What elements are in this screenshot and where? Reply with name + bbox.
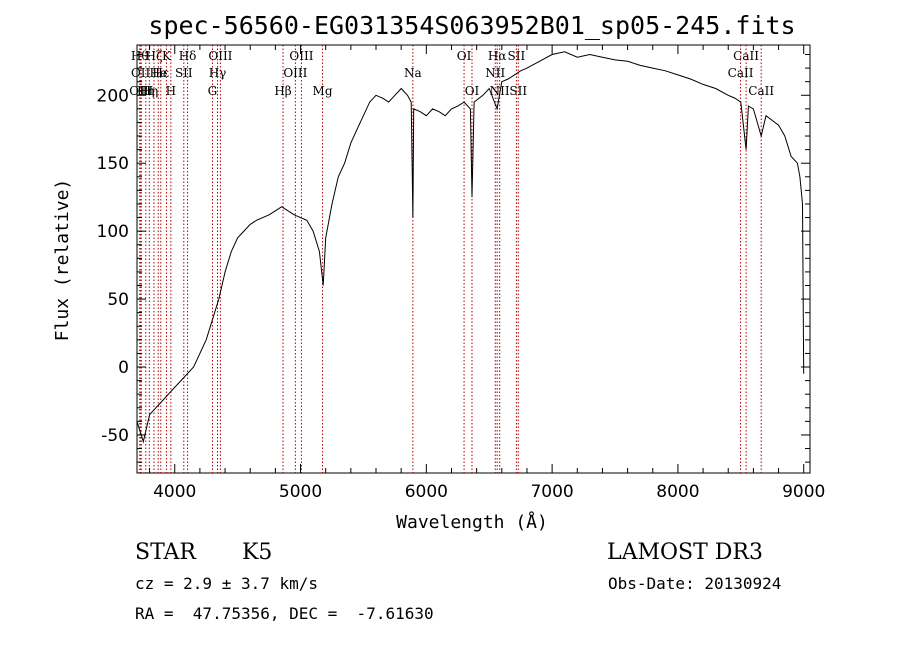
spectral-line-label: Na [404, 66, 422, 80]
y-tick-label: 0 [118, 358, 129, 378]
spectral-line-label: OIII [289, 49, 313, 63]
spectral-line-label: OI [465, 84, 480, 98]
x-axis-ticks: 4000 5000 6000 7000 8000 9000 [149, 45, 825, 502]
sky-coordinates: RA = 47.75356, DEC = -7.61630 [135, 604, 434, 623]
x-tick-label: 8000 [656, 482, 699, 502]
spectral-line-label: Hε [152, 66, 169, 80]
y-tick-label: 150 [97, 154, 129, 174]
spectral-line-label: SII [509, 84, 527, 98]
spectral-line-label: Hθ [131, 49, 149, 63]
spectral-line-label: Hζ [145, 49, 162, 63]
spectral-line-label: K [162, 49, 172, 63]
spectral-line-label: OIII [208, 49, 232, 63]
spectral-line-label: OII [131, 66, 151, 80]
object-subclass: K5 [242, 540, 273, 565]
spectral-line-label: CaII [733, 49, 759, 63]
y-tick-label: 200 [97, 86, 129, 106]
spectral-line-label: OIII [283, 66, 307, 80]
survey-name: LAMOST DR3 [607, 540, 763, 565]
redshift-cz: cz = 2.9 ± 3.7 km/s [135, 574, 319, 593]
y-tick-label: 100 [97, 222, 129, 242]
spectral-line-label: Hη [137, 84, 155, 98]
spectral-line-label: Hα [488, 49, 507, 63]
spectral-line-label: Hδ [179, 49, 197, 63]
y-axis-label: Flux (relative) [52, 179, 73, 342]
spectral-line-label: SII [175, 66, 193, 80]
y-tick-label: -50 [101, 426, 129, 446]
observation-date: Obs-Date: 20130924 [608, 574, 782, 593]
x-tick-label: 4000 [153, 482, 196, 502]
spectral-line-label: Hη [140, 84, 158, 98]
x-tick-label: 7000 [530, 482, 573, 502]
spectral-line-label: Mg [313, 84, 333, 98]
spectral-line-label: OI [457, 49, 472, 63]
spectral-line-label: SII [508, 49, 526, 63]
x-axis-label: Wavelength (Å) [396, 511, 548, 533]
spectral-line-label: G [208, 84, 218, 98]
y-axis-ticks: -50 0 50 100 150 200 [97, 54, 810, 463]
x-tick-label: 9000 [782, 482, 825, 502]
chart-title: spec-56560-EG031354S063952B01_sp05-245.f… [148, 11, 795, 40]
x-tick-label: 5000 [279, 482, 322, 502]
plot-frame [136, 44, 811, 474]
spectral-line-label: CaII [748, 84, 774, 98]
spectral-line-label: Hγ [209, 66, 227, 80]
spectrum-line [136, 51, 805, 444]
y-tick-label: 50 [107, 290, 129, 310]
spectral-line-label: Hβ [274, 84, 291, 98]
spectral-line-labels: HθOIIOIIIHηHηHζHeHεKHSIIHδGHγOIIIHβOIIIO… [129, 49, 774, 98]
spectral-line-label: He [149, 66, 167, 80]
spectral-line-markers [139, 45, 762, 473]
spectral-line-label: H [166, 84, 176, 98]
object-class: STAR [135, 540, 196, 565]
spectral-line-label: CaII [728, 66, 754, 80]
x-tick-label: 6000 [405, 482, 448, 502]
spectral-line-label: OIII [129, 84, 153, 98]
spectral-line-label: NII [485, 66, 505, 80]
